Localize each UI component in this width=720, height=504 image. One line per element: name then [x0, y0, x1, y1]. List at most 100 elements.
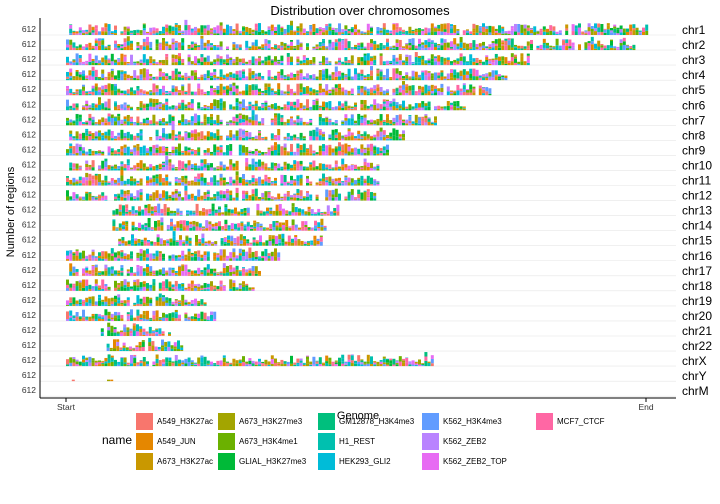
bar-segment [331, 168, 335, 170]
bar-segment [578, 23, 581, 28]
bar-segment [258, 109, 261, 111]
bar-segment [546, 32, 549, 34]
bar-segment [91, 105, 95, 108]
bar-segment [187, 124, 191, 126]
bar-segment [251, 104, 255, 107]
bar-segment [219, 194, 223, 199]
bar-segment [283, 122, 287, 124]
bar-segment [350, 61, 354, 64]
bar-segment [152, 153, 156, 156]
bar-segment [114, 25, 117, 30]
bar-segment [501, 45, 505, 51]
bar-segment [91, 179, 95, 184]
bar-segment [75, 271, 79, 275]
bar-segment [123, 107, 127, 111]
bar-segment [146, 257, 149, 261]
bar-segment [590, 44, 594, 51]
bar-segment [91, 196, 95, 197]
bar-segment [280, 75, 284, 79]
bar-segment [251, 108, 255, 111]
bar-segment [278, 222, 282, 228]
bar-segment [91, 167, 95, 171]
bar-segment [210, 153, 213, 156]
bar-segment [482, 87, 485, 90]
bar-segment [440, 38, 444, 43]
bar-segment [168, 159, 172, 163]
bar-segment [520, 61, 524, 66]
bar-segment [542, 31, 546, 35]
bar-segment [245, 147, 249, 153]
bar-segment [176, 208, 180, 213]
bar-segment [165, 78, 169, 81]
bar-segment [219, 249, 223, 256]
bar-segment [510, 53, 514, 57]
bar-segment [114, 75, 117, 79]
bar-segment [408, 76, 412, 79]
bar-segment [246, 222, 250, 227]
bar-segment [318, 145, 322, 152]
bar-segment [136, 108, 140, 111]
bar-segment [341, 123, 345, 126]
bar-segment [590, 41, 594, 45]
bar-segment [69, 93, 73, 96]
bar-segment [280, 119, 284, 122]
bar-segment [309, 64, 313, 66]
bar-segment [430, 31, 434, 35]
bar-segment [315, 184, 319, 186]
bar-segment [134, 240, 138, 245]
bar-segment [306, 31, 309, 33]
bar-segment [101, 38, 105, 41]
bar-segment [224, 224, 228, 229]
bar-segment [293, 47, 297, 49]
bar-segment [194, 70, 197, 73]
bar-segment [190, 75, 194, 81]
bar-segment [110, 123, 114, 126]
bar-segment [216, 150, 220, 152]
bar-segment [443, 58, 447, 62]
bar-segment [307, 227, 311, 230]
bar-segment [309, 91, 313, 93]
bar-segment [136, 254, 140, 257]
bar-segment [322, 144, 325, 149]
bar-segment [258, 23, 261, 32]
bar-segment [235, 160, 239, 166]
bar-segment [107, 116, 111, 122]
bar-segment [197, 48, 201, 51]
bar-segment [245, 63, 249, 66]
bar-segment [370, 177, 373, 185]
bar-segment [150, 211, 154, 214]
bar-segment [166, 240, 170, 242]
bar-segment [179, 242, 182, 246]
bar-segment [325, 78, 329, 81]
bar-segment [277, 152, 281, 156]
bar-segment [155, 46, 159, 51]
bar-segment [408, 123, 412, 126]
bar-segment [248, 104, 252, 107]
bar-segment [78, 167, 82, 169]
bar-segment [149, 266, 153, 272]
bar-segment [283, 198, 287, 201]
bar-segment [126, 45, 130, 51]
bar-segment [203, 135, 207, 140]
bar-segment [158, 269, 162, 273]
bar-segment [274, 49, 277, 51]
bar-segment [334, 178, 338, 182]
bar-segment [597, 40, 601, 47]
bar-segment [184, 30, 188, 35]
bar-segment [248, 253, 252, 259]
bar-segment [117, 59, 121, 63]
bar-segment [75, 62, 79, 66]
bar-segment [232, 62, 236, 66]
bar-segment [223, 243, 227, 246]
bar-segment [456, 63, 460, 66]
bar-segment [379, 91, 383, 96]
bar-segment [482, 77, 485, 81]
bar-segment [296, 44, 300, 51]
bar-segment [546, 28, 549, 33]
bar-segment [122, 205, 125, 214]
bar-segment [293, 120, 297, 123]
bar-segment [146, 183, 149, 186]
bar-segment [443, 42, 447, 47]
bar-segment [376, 164, 380, 166]
bar-segment [318, 30, 322, 34]
